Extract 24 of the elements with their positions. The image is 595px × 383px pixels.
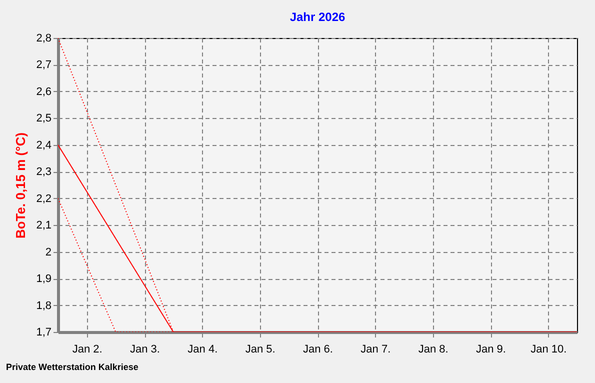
x-tick-label: Jan 4. (188, 344, 218, 356)
x-tick-label: Jan 6. (303, 344, 333, 356)
y-tick-label: 1,8 (36, 300, 52, 312)
y-tick-label: 2,3 (36, 166, 52, 178)
y-tick-label: 2,5 (36, 112, 52, 125)
y-tick-label: 2,7 (36, 59, 52, 72)
y-tick-label: 2,8 (36, 32, 52, 44)
x-tick-label: Jan 7. (360, 344, 391, 356)
y-tick-label: 1,7 (36, 326, 52, 338)
x-tick-label: Jan 3. (130, 344, 160, 356)
x-tick-label: Jan 5. (245, 344, 276, 356)
y-tick-label: 2,1 (36, 220, 52, 232)
x-tick-label: Jan 10. (530, 344, 567, 356)
y-tick-label: 2,4 (36, 139, 52, 152)
y-tick-label: 1,9 (36, 273, 52, 286)
y-axis-title: BoTe. 0,15 m (°C) (13, 132, 28, 239)
x-tick-label: Jan 9. (476, 344, 506, 356)
text: Private Wetterstation Kalkriese (6, 362, 138, 372)
x-tick-label: Jan 2. (72, 344, 102, 356)
y-tick-label: 2,6 (36, 86, 52, 98)
x-tick-label: Jan 8. (418, 344, 448, 356)
y-tick-label: 2,2 (36, 192, 52, 205)
y-tick-label: 2 (45, 246, 52, 258)
chart-title: Jahr 2026 (290, 10, 346, 24)
